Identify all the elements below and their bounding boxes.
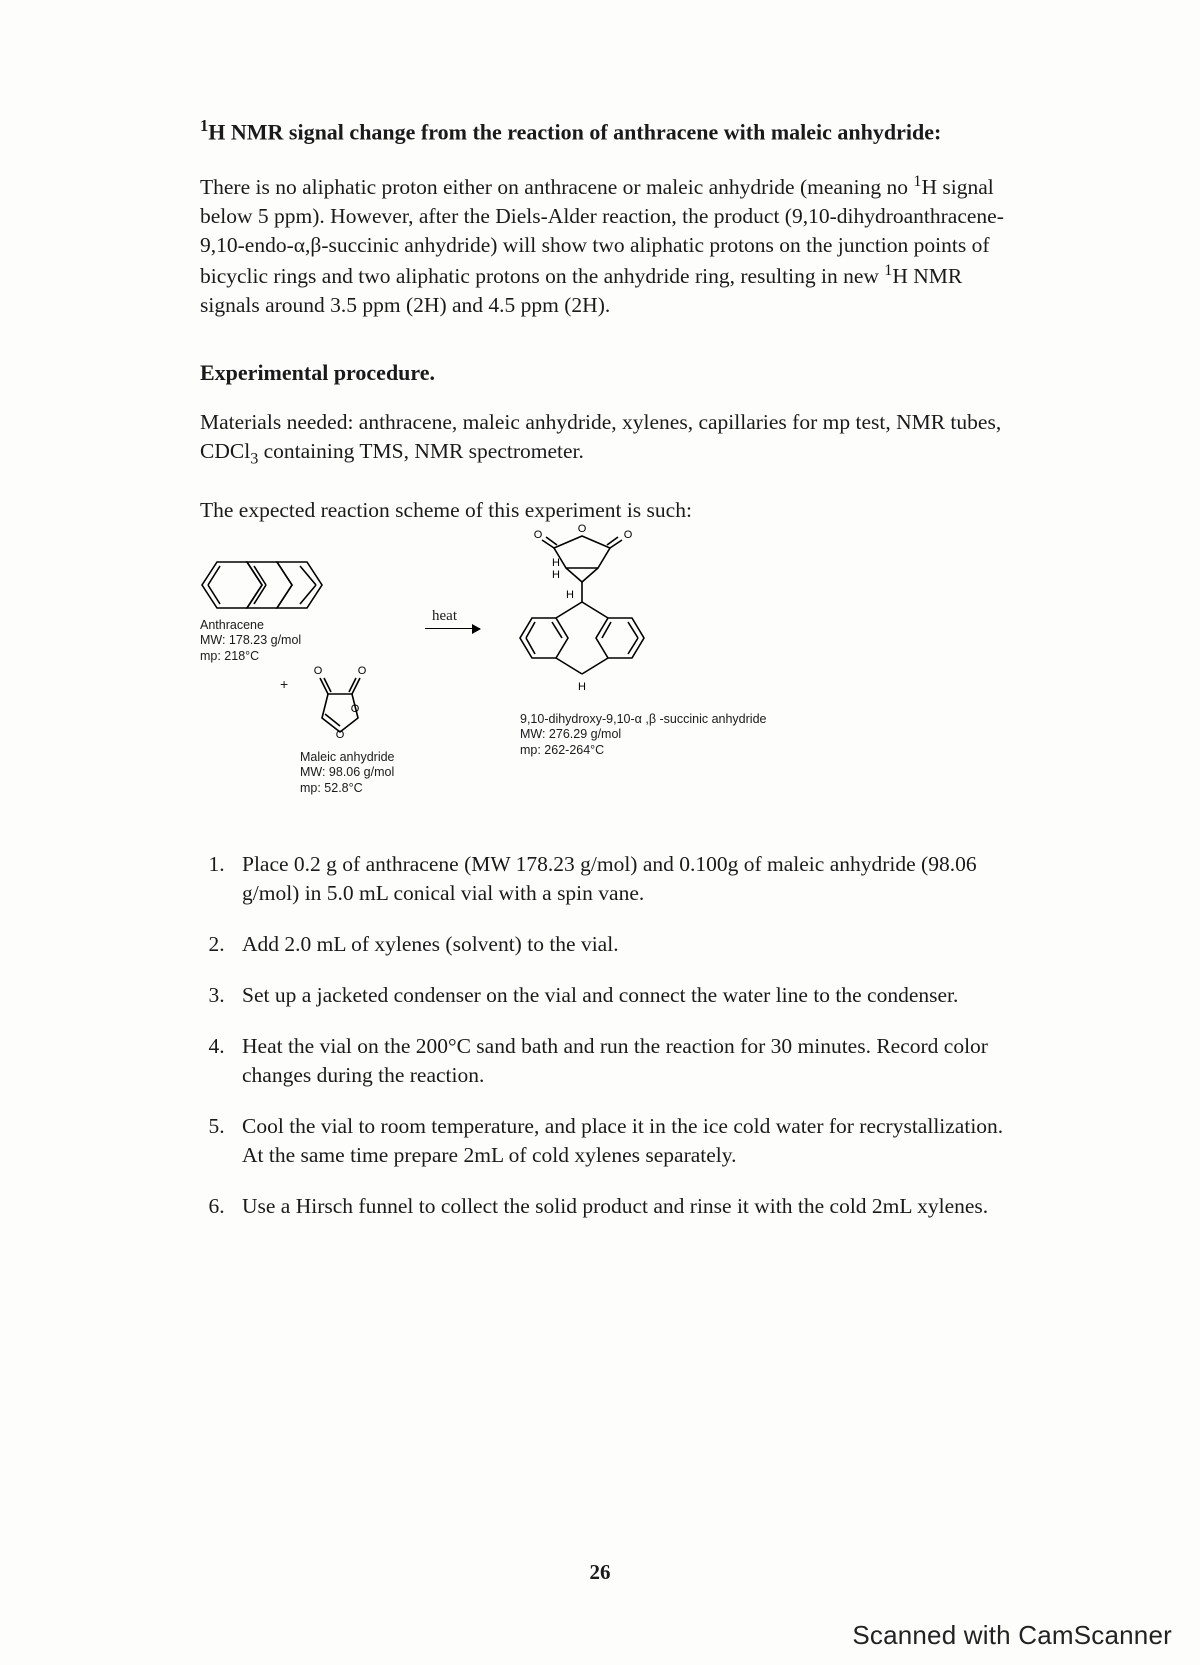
product-caption: 9,10-dihydroxy-9,10-α ,β -succinic anhyd… <box>520 712 766 759</box>
product-mp: mp: 262-264°C <box>520 743 766 759</box>
procedure-step: Add 2.0 mL of xylenes (solvent) to the v… <box>230 930 1015 959</box>
procedure-step: Place 0.2 g of anthracene (MW 178.23 g/m… <box>230 850 1015 908</box>
procedure-list: Place 0.2 g of anthracene (MW 178.23 g/m… <box>200 850 1015 1221</box>
anthracene-name: Anthracene <box>200 618 301 634</box>
maleic-mw: MW: 98.06 g/mol <box>300 765 395 781</box>
anthracene-caption: Anthracene MW: 178.23 g/mol mp: 218°C <box>200 618 301 665</box>
svg-text:O: O <box>578 523 587 535</box>
product-name: 9,10-dihydroxy-9,10-α ,β -succinic anhyd… <box>520 712 766 728</box>
svg-text:O: O <box>534 529 543 541</box>
svg-text:O: O <box>624 529 633 541</box>
reaction-arrow-icon <box>425 628 480 630</box>
reaction-condition-label: heat <box>432 608 457 625</box>
paragraph-nmr-description: There is no aliphatic proton either on a… <box>200 171 1015 320</box>
scanner-watermark: Scanned with CamScanner <box>852 1620 1172 1651</box>
anthracene-mp: mp: 218°C <box>200 649 301 665</box>
anthracene-mw: MW: 178.23 g/mol <box>200 633 301 649</box>
svg-text:H: H <box>552 557 560 569</box>
procedure-step: Use a Hirsch funnel to collect the solid… <box>230 1192 1015 1221</box>
section-title-nmr: 1H NMR signal change from the reaction o… <box>200 115 1015 147</box>
svg-text:H: H <box>566 589 574 601</box>
svg-text:O: O <box>358 665 367 677</box>
page-number: 26 <box>0 1560 1200 1585</box>
reaction-scheme: Anthracene MW: 178.23 g/mol mp: 218°C + … <box>200 530 1015 830</box>
product-structure-icon: O O O H H H H <box>500 518 690 718</box>
procedure-step: Cool the vial to room temperature, and p… <box>230 1112 1015 1170</box>
svg-text:H: H <box>578 681 586 693</box>
svg-text:O: O <box>314 665 323 677</box>
procedure-step: Set up a jacketed condenser on the vial … <box>230 981 1015 1010</box>
maleic-anhydride-structure-icon: O O O O <box>300 658 380 748</box>
anthracene-structure-icon <box>190 554 350 616</box>
procedure-step: Heat the vial on the 200°C sand bath and… <box>230 1032 1015 1090</box>
section-heading-experimental: Experimental procedure. <box>200 360 1015 386</box>
svg-text:O: O <box>351 703 360 715</box>
maleic-caption: Maleic anhydride MW: 98.06 g/mol mp: 52.… <box>300 750 395 797</box>
document-page: 1H NMR signal change from the reaction o… <box>0 0 1200 1665</box>
product-mw: MW: 276.29 g/mol <box>520 727 766 743</box>
svg-text:H: H <box>552 569 560 581</box>
plus-sign: + <box>280 676 288 692</box>
paragraph-materials: Materials needed: anthracene, maleic anh… <box>200 408 1015 470</box>
svg-text:O: O <box>336 729 345 741</box>
maleic-mp: mp: 52.8°C <box>300 781 395 797</box>
maleic-name: Maleic anhydride <box>300 750 395 766</box>
